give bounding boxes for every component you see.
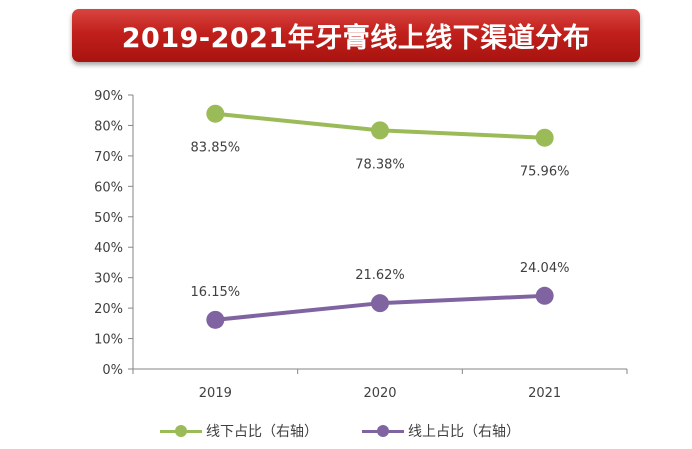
x-tick-label: 2019 xyxy=(199,386,232,401)
data-label-0-1: 78.38% xyxy=(355,157,405,172)
x-tick-label: 2020 xyxy=(363,386,396,401)
y-tick-label: 80% xyxy=(94,119,123,134)
data-point-0-0 xyxy=(206,104,225,123)
y-tick-label: 60% xyxy=(94,180,123,195)
y-tick-label: 90% xyxy=(94,89,123,104)
y-tick-label: 30% xyxy=(94,272,123,287)
legend-swatch-online-icon xyxy=(362,425,404,437)
data-point-0-1 xyxy=(371,121,389,140)
y-tick-label: 40% xyxy=(94,241,123,256)
legend-label-offline: 线下占比（右轴） xyxy=(206,424,318,440)
y-tick-label: 20% xyxy=(94,302,123,317)
y-tick-label: 70% xyxy=(94,150,123,165)
data-label-1-2: 24.04% xyxy=(520,261,570,276)
chart-title-banner: 2019-2021年牙膏线上线下渠道分布 xyxy=(72,9,640,62)
y-tick-label: 50% xyxy=(94,211,123,226)
data-point-0-2 xyxy=(535,128,554,147)
legend-label-online: 线上占比（右轴） xyxy=(408,424,520,440)
data-label-1-0: 16.15% xyxy=(191,285,241,300)
data-point-1-0 xyxy=(206,310,225,329)
data-label-0-0: 83.85% xyxy=(191,141,241,156)
y-tick-label: 0% xyxy=(102,363,123,378)
legend-item-offline: 线下占比（右轴） xyxy=(160,421,318,441)
chart-title: 2019-2021年牙膏线上线下渠道分布 xyxy=(121,23,591,54)
legend-swatch-offline-icon xyxy=(160,425,202,437)
y-tick-label: 10% xyxy=(94,333,123,348)
legend: 线下占比（右轴） 线上占比（右轴） xyxy=(160,421,520,441)
data-label-0-2: 75.96% xyxy=(520,165,570,180)
legend-item-online: 线上占比（右轴） xyxy=(362,421,520,441)
x-tick-label: 2021 xyxy=(528,386,561,401)
data-point-1-2 xyxy=(535,286,554,305)
data-point-1-1 xyxy=(371,294,389,313)
data-label-1-1: 21.62% xyxy=(355,268,405,283)
